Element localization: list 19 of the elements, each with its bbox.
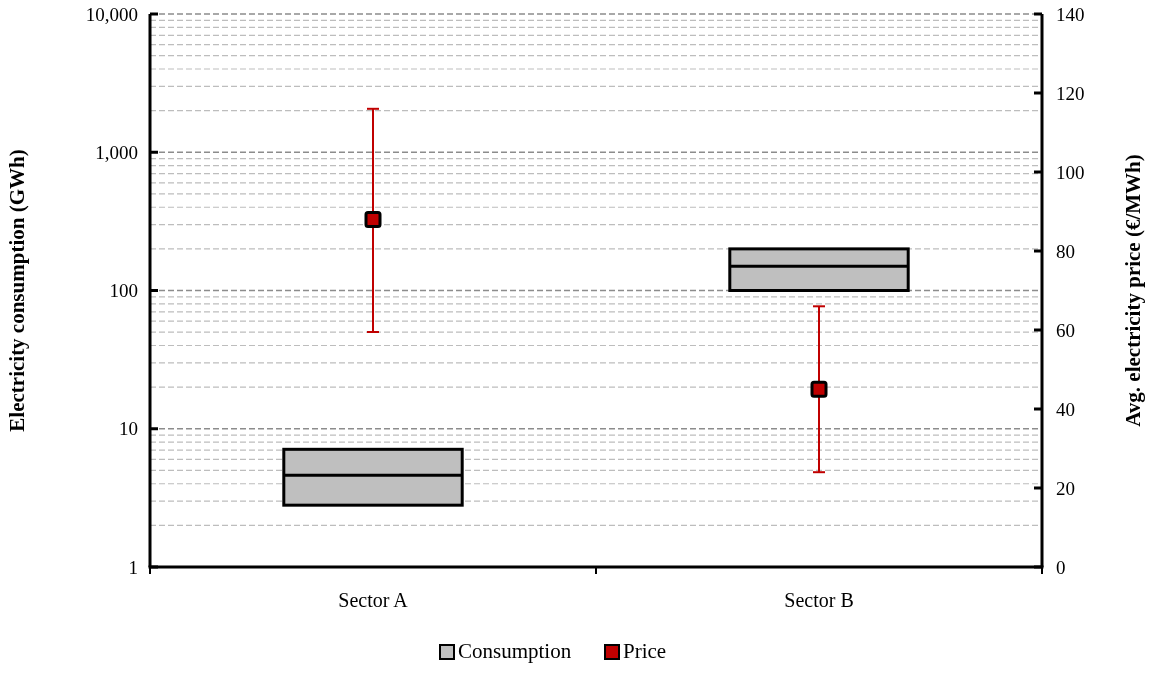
y-axis-title: Electricity consumption (GWh) bbox=[5, 149, 29, 432]
y2-tick-label: 80 bbox=[1056, 240, 1075, 262]
y-tick-label: 10 bbox=[119, 418, 138, 440]
y2-tick-label: 100 bbox=[1056, 161, 1085, 183]
y2-axis-title: Avg. electricity price (€/MWh) bbox=[1121, 154, 1145, 427]
y-tick-label: 10,000 bbox=[85, 3, 138, 25]
y2-tick-label: 20 bbox=[1056, 477, 1075, 499]
legend-label: Consumption bbox=[458, 639, 572, 663]
y2-tick-label: 120 bbox=[1056, 82, 1085, 104]
y2-tick-label: 0 bbox=[1056, 556, 1066, 578]
y2-tick-label: 60 bbox=[1056, 319, 1075, 341]
legend-label: Price bbox=[623, 639, 667, 663]
y-tick-label: 1,000 bbox=[95, 141, 138, 163]
x-tick-label: Sector B bbox=[784, 589, 854, 611]
y2-tick-label: 40 bbox=[1056, 398, 1075, 420]
y-tick-label: 1 bbox=[128, 556, 138, 578]
y-tick-label: 100 bbox=[109, 280, 138, 302]
x-tick-label: Sector A bbox=[338, 589, 409, 611]
y2-tick-label: 140 bbox=[1056, 3, 1085, 25]
